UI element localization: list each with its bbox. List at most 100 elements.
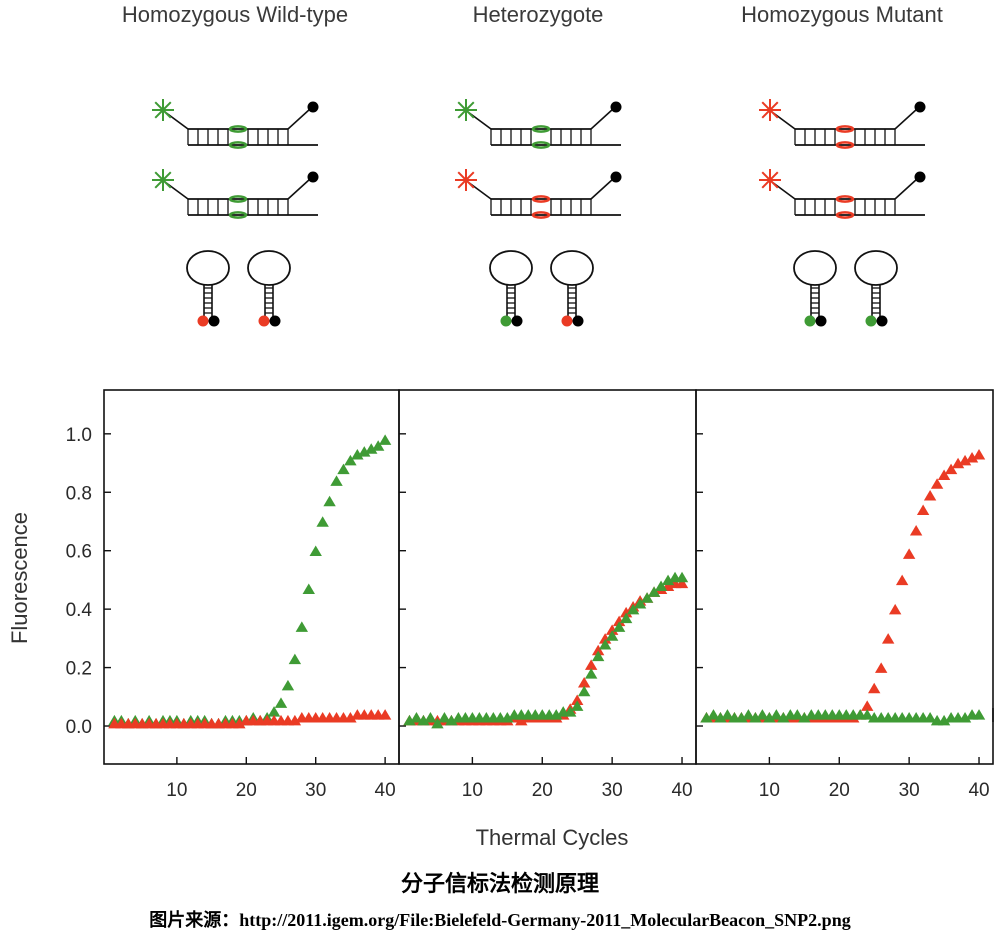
data-point — [675, 577, 689, 589]
quencher-icon — [914, 171, 926, 183]
data-point — [958, 712, 972, 723]
fluorophore-icon — [759, 169, 781, 191]
data-point — [770, 709, 783, 720]
fluorescence-plots: 0.0 0.2 0.4 0.6 0.8 1.0 10 20 30 40 10 20 30 40 10 20 30… — [66, 389, 994, 801]
data-point — [916, 504, 930, 516]
snp-site-bottom — [835, 141, 855, 149]
data-point — [371, 440, 385, 451]
snp-site-top — [228, 125, 248, 133]
quencher-dot — [815, 315, 827, 327]
x-tick-label: 40 — [375, 780, 396, 801]
data-point — [868, 682, 881, 694]
schematic-column-3 — [759, 99, 926, 327]
series-green — [108, 434, 392, 729]
data-point — [564, 706, 577, 717]
data-point — [923, 712, 937, 723]
data-point — [721, 709, 734, 720]
plot-panel-1: 0.0 0.2 0.4 0.6 0.8 1.0 10 20 30 40 — [66, 389, 400, 801]
data-point — [358, 446, 371, 457]
data-point — [881, 633, 895, 644]
data-point — [909, 525, 923, 536]
data-point — [861, 700, 874, 711]
data-point — [640, 592, 654, 603]
snp-site-bottom — [835, 211, 855, 219]
data-point — [930, 478, 944, 489]
series-green — [700, 709, 986, 726]
data-point — [598, 633, 612, 644]
quencher-icon — [610, 101, 622, 113]
y-tick-label: 0.6 — [66, 542, 92, 563]
data-point — [323, 495, 336, 507]
data-point — [365, 443, 378, 454]
data-point — [951, 457, 965, 469]
data-point — [591, 650, 605, 662]
fluorophore-dot — [500, 315, 512, 327]
data-point — [749, 712, 762, 723]
data-point — [714, 712, 727, 723]
x-tick-label: 10 — [462, 780, 483, 801]
hybridized-strand-1 — [455, 99, 622, 149]
plot-frame — [103, 389, 400, 765]
data-point — [515, 714, 528, 726]
molecular-beacon-hairpin — [489, 250, 533, 327]
panel-title-wildtype: Homozygous Wild-type — [122, 2, 348, 27]
data-point — [895, 574, 909, 586]
data-point — [274, 697, 288, 708]
y-tick-label: 0.8 — [66, 483, 92, 504]
data-point — [424, 712, 437, 723]
data-point — [888, 603, 902, 615]
x-tick-label: 40 — [968, 780, 989, 801]
data-point — [972, 709, 986, 720]
schematic-column-2 — [455, 99, 622, 327]
data-point — [281, 679, 295, 691]
quencher-dot — [876, 315, 888, 327]
x-tick-label: 10 — [166, 780, 187, 801]
beacon-schematic — [152, 99, 926, 327]
data-point — [309, 545, 322, 556]
hybridized-strand-2 — [152, 169, 319, 219]
hybridized-strand-1 — [152, 99, 319, 149]
data-point — [791, 709, 804, 720]
data-point — [735, 712, 748, 723]
data-point — [571, 694, 584, 705]
snp-site-top — [531, 125, 551, 133]
data-point — [707, 709, 720, 720]
snp-site-top — [531, 195, 551, 203]
plot-frame — [398, 389, 697, 765]
data-point — [577, 685, 591, 697]
data-point — [777, 712, 790, 723]
snp-site-bottom — [228, 211, 248, 219]
fluorophore-dot — [561, 315, 573, 327]
data-point — [742, 709, 755, 720]
series-red — [108, 709, 392, 729]
data-point — [944, 463, 958, 475]
data-point — [958, 454, 972, 466]
data-point — [605, 624, 619, 635]
data-point — [972, 449, 986, 460]
data-point — [798, 712, 811, 723]
data-point — [612, 615, 626, 627]
data-point — [965, 451, 979, 463]
fluorophore-dot — [865, 315, 877, 327]
fluorophore-icon — [152, 169, 174, 191]
x-tick-label: 30 — [305, 780, 326, 801]
quencher-dot — [269, 315, 281, 327]
data-point — [923, 489, 937, 501]
data-point — [605, 630, 619, 641]
fluorophore-icon — [759, 99, 781, 121]
data-point — [861, 709, 874, 720]
quencher-icon — [307, 171, 319, 183]
y-tick-label: 0.2 — [66, 659, 92, 680]
data-point — [675, 571, 689, 583]
data-point — [378, 434, 392, 445]
plot-panel-2: 10 20 30 40 — [398, 389, 697, 801]
series-red — [700, 449, 986, 723]
fluorophore-dot — [197, 315, 209, 327]
plot-frame — [695, 389, 994, 765]
molecular-beacon-hairpin — [186, 250, 230, 327]
snp-site-top — [835, 195, 855, 203]
x-tick-label: 30 — [602, 780, 623, 801]
data-point — [267, 706, 281, 717]
data-point — [626, 603, 640, 615]
data-point — [619, 612, 633, 624]
